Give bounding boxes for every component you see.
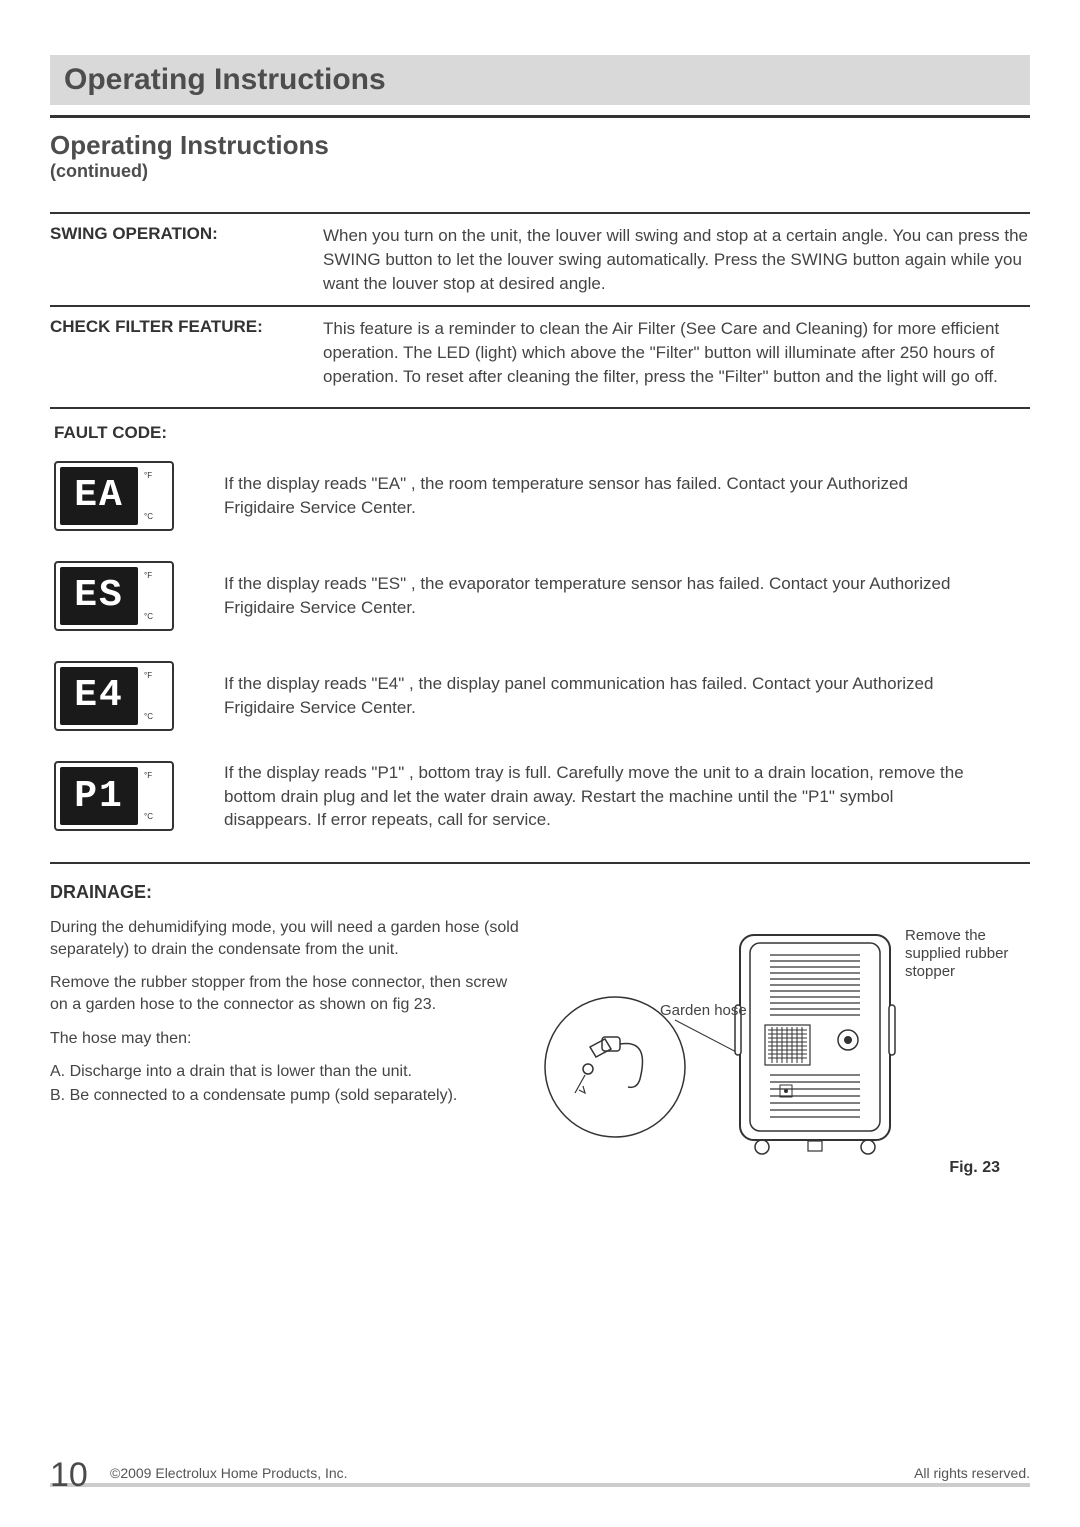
drainage-paragraph: The hose may then: — [50, 1028, 520, 1050]
definition-row: SWING OPERATION: When you turn on the un… — [50, 212, 1030, 305]
fault-row: P1 °F °C If the display reads "P1" , bot… — [50, 761, 1030, 832]
lcd-code: ES — [60, 567, 138, 625]
page-number: 10 — [50, 1456, 88, 1495]
fault-row: E4 °F °C If the display reads "E4" , the… — [50, 661, 1030, 731]
section-title: Operating Instructions — [50, 130, 1030, 161]
drainage-list-item: A. Discharge into a drain that is lower … — [50, 1061, 520, 1083]
page-footer: 10 ©2009 Electrolux Home Products, Inc. … — [50, 1465, 1030, 1487]
drainage-heading: DRAINAGE: — [50, 882, 1030, 903]
fault-text: If the display reads "EA" , the room tem… — [224, 472, 1030, 520]
fault-row: ES °F °C If the display reads "ES" , the… — [50, 561, 1030, 631]
lcd-display: E4 °F °C — [54, 661, 174, 731]
divider — [50, 862, 1030, 864]
lcd-code: P1 — [60, 767, 138, 825]
page-title: Operating Instructions — [64, 63, 1016, 97]
drainage-diagram: Garden hose Remove the supplied rubber s… — [530, 917, 1030, 1177]
definition-label: SWING OPERATION: — [50, 224, 315, 295]
definition-label: CHECK FILTER FEATURE: — [50, 317, 315, 388]
drainage-paragraph: Remove the rubber stopper from the hose … — [50, 972, 520, 1015]
drainage-paragraph: During the dehumidifying mode, you will … — [50, 917, 520, 960]
lcd-code: EA — [60, 467, 138, 525]
callout-stopper: Remove the supplied rubber stopper — [905, 927, 1015, 981]
divider — [50, 115, 1030, 118]
drainage-list-item: B. Be connected to a condensate pump (so… — [50, 1085, 520, 1107]
lcd-display: ES °F °C — [54, 561, 174, 631]
copyright-text: ©2009 Electrolux Home Products, Inc. — [110, 1465, 348, 1481]
drainage-section: During the dehumidifying mode, you will … — [50, 917, 1030, 1177]
page-header: Operating Instructions — [50, 55, 1030, 105]
divider — [50, 407, 1030, 409]
definition-text: When you turn on the unit, the louver wi… — [323, 224, 1030, 295]
lcd-units: °F °C — [144, 771, 153, 821]
fault-text: If the display reads "P1" , bottom tray … — [224, 761, 1030, 832]
lcd-units: °F °C — [144, 571, 153, 621]
lcd-display: EA °F °C — [54, 461, 174, 531]
lcd-display: P1 °F °C — [54, 761, 174, 831]
fault-heading: FAULT CODE: — [54, 423, 1030, 443]
lcd-units: °F °C — [144, 471, 153, 521]
fault-row: EA °F °C If the display reads "EA" , the… — [50, 461, 1030, 531]
lcd-units: °F °C — [144, 671, 153, 721]
definition-row: CHECK FILTER FEATURE: This feature is a … — [50, 305, 1030, 398]
section-subtitle: (continued) — [50, 161, 1030, 182]
fault-text: If the display reads "ES" , the evaporat… — [224, 572, 1030, 620]
callout-garden-hose: Garden hose — [660, 1002, 747, 1020]
drainage-text: During the dehumidifying mode, you will … — [50, 917, 520, 1177]
lcd-code: E4 — [60, 667, 138, 725]
fault-text: If the display reads "E4" , the display … — [224, 672, 1030, 720]
rights-text: All rights reserved. — [914, 1465, 1030, 1481]
definition-text: This feature is a reminder to clean the … — [323, 317, 1030, 388]
figure-label: Fig. 23 — [949, 1159, 1000, 1177]
